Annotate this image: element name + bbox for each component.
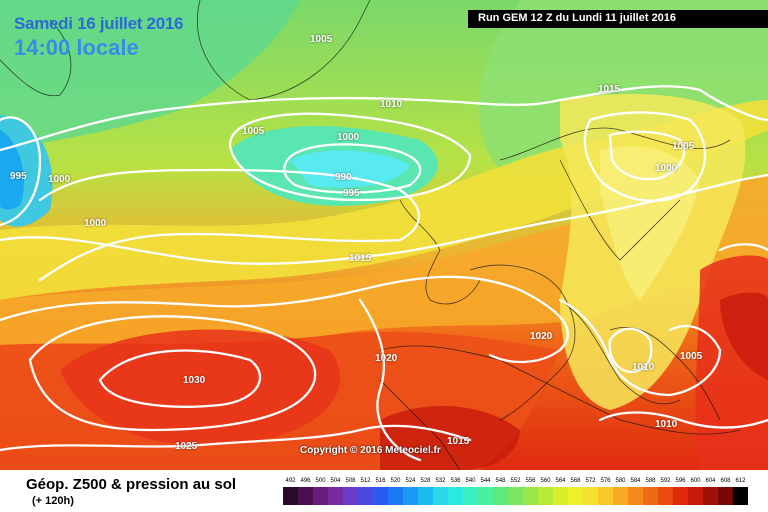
scale-swatch xyxy=(328,487,343,505)
run-info: Run GEM 12 Z du Lundi 11 juillet 2016 xyxy=(478,12,677,24)
isobar-label: 1005 xyxy=(680,351,703,362)
scale-tick-label: 560 xyxy=(540,478,551,484)
scale-tick-label: 596 xyxy=(675,478,686,484)
isobar-label: 1010 xyxy=(632,362,655,373)
scale-tick-label: 540 xyxy=(465,478,476,484)
scale-tick-label: 516 xyxy=(375,478,386,484)
isobar-label: 1015 xyxy=(447,436,470,447)
scale-tick-label: 564 xyxy=(555,478,566,484)
scale-tick-label: 508 xyxy=(345,478,356,484)
scale-swatch xyxy=(298,487,313,505)
scale-swatch xyxy=(718,487,733,505)
scale-tick-label: 576 xyxy=(600,478,611,484)
scale-tick-label: 500 xyxy=(315,478,326,484)
isobar-label: 990 xyxy=(335,172,352,183)
isobar-label: 1015 xyxy=(349,253,372,264)
copyright-text: Copyright © 2016 Meteociel.fr xyxy=(300,445,441,456)
scale-swatch xyxy=(613,487,628,505)
scale-tick-label: 532 xyxy=(435,478,446,484)
isobar-label: 1030 xyxy=(183,375,206,386)
legend-subtitle: (+ 120h) xyxy=(32,495,74,507)
scale-swatch xyxy=(583,487,598,505)
scale-swatch xyxy=(433,487,448,505)
scale-tick-label: 544 xyxy=(480,478,491,484)
scale-tick-label: 496 xyxy=(300,478,311,484)
forecast-time: 14:00 locale xyxy=(14,35,139,60)
scale-tick-label: 600 xyxy=(690,478,701,484)
scale-swatch xyxy=(403,487,418,505)
scale-swatch xyxy=(733,487,748,505)
scale-swatch xyxy=(493,487,508,505)
scale-ticks: 492 496 500 504 508 512 516 520 524 528 532 536 540 5… xyxy=(283,478,763,487)
scale-swatch xyxy=(643,487,658,505)
isobar-label: 1020 xyxy=(530,331,553,342)
scale-tick-label: 580 xyxy=(615,478,626,484)
scale-tick-label: 584 xyxy=(630,478,641,484)
scale-tick-label: 512 xyxy=(360,478,371,484)
isobar-label: 1010 xyxy=(380,99,403,110)
isobar-label: 1000 xyxy=(84,218,107,229)
scale-tick-label: 536 xyxy=(450,478,461,484)
scale-swatch xyxy=(358,487,373,505)
scale-swatch xyxy=(283,487,298,505)
scale-swatch xyxy=(673,487,688,505)
scale-bar xyxy=(283,487,763,505)
isobar-label: 1020 xyxy=(375,353,398,364)
scale-swatch xyxy=(463,487,478,505)
scale-swatch xyxy=(688,487,703,505)
scale-swatch xyxy=(373,487,388,505)
scale-tick-label: 592 xyxy=(660,478,671,484)
forecast-date: Samedi 16 juillet 2016 xyxy=(14,14,184,33)
isobar-label: 1000 xyxy=(337,132,360,143)
scale-tick-label: 520 xyxy=(390,478,401,484)
scale-swatch xyxy=(628,487,643,505)
isobar-label: 1025 xyxy=(175,441,198,452)
scale-tick-label: 568 xyxy=(570,478,581,484)
legend-title: Géop. Z500 & pression au sol xyxy=(26,476,237,493)
isobar-label: 1015 xyxy=(598,84,621,95)
isobar-label: 1010 xyxy=(655,419,678,430)
isobar-label: 995 xyxy=(343,188,360,199)
scale-tick-label: 604 xyxy=(705,478,716,484)
scale-tick-label: 556 xyxy=(525,478,536,484)
run-info-box xyxy=(468,10,768,28)
isobar-label: 1005 xyxy=(310,34,333,45)
scale-tick-label: 492 xyxy=(285,478,296,484)
scale-swatch xyxy=(418,487,433,505)
scale-swatch xyxy=(523,487,538,505)
scale-tick-label: 524 xyxy=(405,478,416,484)
scale-tick-label: 608 xyxy=(720,478,731,484)
scale-tick-label: 612 xyxy=(735,478,746,484)
isobar-label: 1005 xyxy=(672,141,695,152)
scale-swatch xyxy=(448,487,463,505)
color-scale: 492 496 500 504 508 512 516 520 524 528 532 536 540 5… xyxy=(283,478,763,505)
scale-tick-label: 572 xyxy=(585,478,596,484)
scale-swatch xyxy=(343,487,358,505)
scale-swatch xyxy=(313,487,328,505)
scale-tick-label: 548 xyxy=(495,478,506,484)
scale-tick-label: 528 xyxy=(420,478,431,484)
scale-swatch xyxy=(553,487,568,505)
scale-swatch xyxy=(388,487,403,505)
scale-tick-label: 552 xyxy=(510,478,521,484)
isobar-label: 1000 xyxy=(48,174,71,185)
isobar-label: 995 xyxy=(10,171,27,182)
scale-swatch xyxy=(658,487,673,505)
scale-swatch xyxy=(538,487,553,505)
scale-tick-label: 588 xyxy=(645,478,656,484)
scale-swatch xyxy=(508,487,523,505)
isobar-label: 1000 xyxy=(655,163,678,174)
scale-swatch xyxy=(598,487,613,505)
scale-swatch xyxy=(478,487,493,505)
scale-swatch xyxy=(568,487,583,505)
scale-swatch xyxy=(703,487,718,505)
isobar-label: 1005 xyxy=(242,126,265,137)
forecast-map xyxy=(0,0,768,470)
scale-tick-label: 504 xyxy=(330,478,341,484)
